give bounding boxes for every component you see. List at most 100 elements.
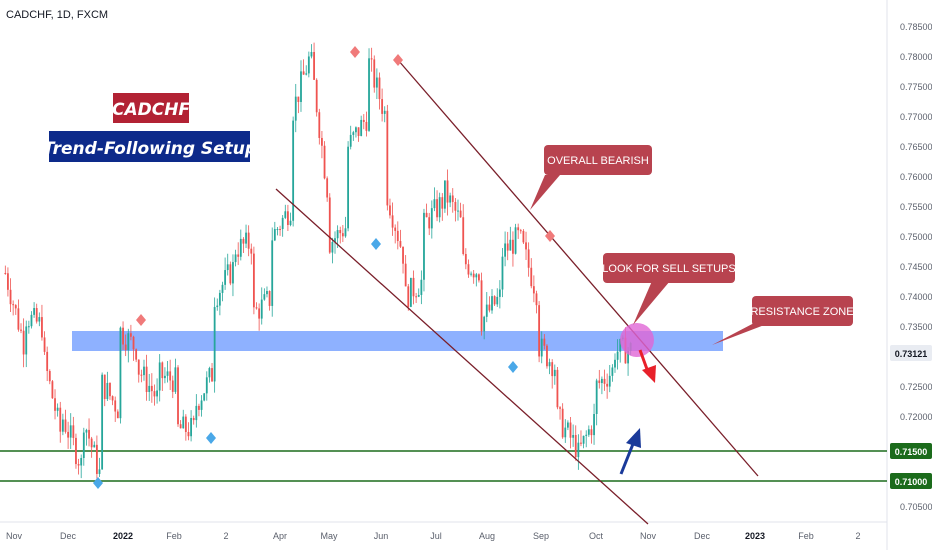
candle-body <box>472 273 475 278</box>
candle-body <box>271 240 274 306</box>
candle-body <box>75 437 77 465</box>
candle-body <box>493 296 496 305</box>
candle-body <box>399 241 402 247</box>
swing-high-marker <box>393 54 403 66</box>
candle-body <box>611 367 614 376</box>
swing-low-marker <box>371 238 381 250</box>
price-tick-label: 0.76500 <box>900 142 932 152</box>
candle-body <box>525 242 527 250</box>
candle-body <box>532 286 535 294</box>
candle-body <box>287 211 289 225</box>
candle-body <box>184 416 187 432</box>
candle-body <box>318 112 321 138</box>
candle-body <box>389 205 391 216</box>
candle-body <box>109 382 111 397</box>
price-tick-label: 0.73500 <box>900 322 932 332</box>
candle-body <box>95 444 98 474</box>
candle-body <box>38 317 41 322</box>
callout-overall-bearish[interactable]: OVERALL BEARISH <box>530 145 652 210</box>
candle-body <box>595 380 598 414</box>
candle-body <box>381 99 384 114</box>
candle-body <box>156 390 158 397</box>
candle-body <box>22 330 25 355</box>
price-tick-label: 0.74500 <box>900 262 932 272</box>
candle-body <box>409 277 412 307</box>
price-tick-label: 0.78500 <box>900 22 932 32</box>
candle-body <box>614 359 616 368</box>
candle-body <box>260 299 263 319</box>
candle-body <box>606 383 609 387</box>
candle-body <box>331 241 334 253</box>
candle-body <box>302 71 305 75</box>
candle-body <box>48 371 51 382</box>
candle-body <box>433 199 436 209</box>
candle-body <box>383 110 386 114</box>
time-axis[interactable]: Nov Dec 2022 Feb 2 Apr May Jun Jul Aug Sep Oct Nov De… <box>6 531 861 541</box>
candle-body <box>211 368 213 382</box>
candle-body <box>598 380 601 384</box>
candle-body <box>601 378 603 384</box>
candle-body <box>530 267 533 287</box>
candle-body <box>166 371 169 376</box>
candle-body <box>470 273 472 275</box>
candle-body <box>27 326 30 328</box>
current-price-label: 0.73121 <box>895 349 928 359</box>
candle-body <box>522 230 525 243</box>
candle-body <box>556 369 559 408</box>
candle-body <box>577 442 580 458</box>
candle-body <box>258 308 261 319</box>
candle-body <box>242 238 245 244</box>
candle-body <box>297 96 300 102</box>
price-tick-label: 0.78000 <box>900 52 932 62</box>
candle-body <box>454 201 457 211</box>
candle-body <box>462 217 465 254</box>
candle-body <box>566 422 569 428</box>
candle-body <box>365 121 368 131</box>
candle-body <box>417 294 420 297</box>
price-tick-label: 0.75000 <box>900 232 932 242</box>
bullish-arrow-icon <box>619 428 641 475</box>
candle-body <box>145 366 148 393</box>
candle-body <box>386 110 389 206</box>
candle-body <box>590 429 593 436</box>
candle-body <box>391 215 394 228</box>
candle-body <box>41 317 43 338</box>
candle-body <box>561 408 564 438</box>
setup-title-bg <box>49 131 250 162</box>
candle-body <box>321 137 323 146</box>
candle-body <box>420 279 423 295</box>
candle-body <box>339 230 342 234</box>
candle-body <box>103 374 106 400</box>
channel-upper-trendline[interactable] <box>397 59 759 477</box>
channel-lower-trendline[interactable] <box>275 188 649 525</box>
candle-body <box>232 262 234 284</box>
candle-body <box>553 369 556 377</box>
callout-overall-text: OVERALL BEARISH <box>547 155 649 167</box>
callout-look-for-sell[interactable]: LOOK FOR SELL SETUPS <box>602 253 736 325</box>
callout-resistance-zone[interactable]: RESISTANCE ZONE <box>712 296 854 345</box>
candle-body <box>294 96 297 121</box>
candle-body <box>491 296 493 311</box>
candle-body <box>140 374 143 376</box>
candle-body <box>135 349 138 360</box>
candle-body <box>17 308 20 330</box>
candle-body <box>122 327 124 345</box>
candle-body <box>341 233 344 237</box>
candle-body <box>603 378 606 384</box>
candle-body <box>535 293 538 306</box>
candle-body <box>509 239 512 251</box>
candle-body <box>158 362 161 391</box>
resistance-zone-box[interactable] <box>72 331 723 351</box>
time-tick-label: Sep <box>533 531 549 541</box>
candle-body <box>213 307 216 382</box>
candle-body <box>483 316 486 332</box>
candle-body <box>268 291 271 306</box>
candle-body <box>247 232 250 249</box>
candle-body <box>457 210 459 212</box>
candle-body <box>446 180 449 203</box>
candle-body <box>593 413 595 436</box>
candle-body <box>56 407 59 411</box>
candle-body <box>98 469 101 474</box>
candle-body <box>72 425 75 438</box>
